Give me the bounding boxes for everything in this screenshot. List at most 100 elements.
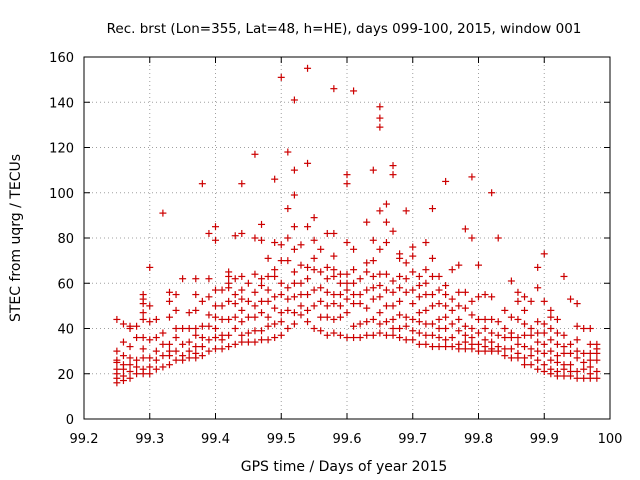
data-point (527, 325, 535, 332)
data-point (435, 300, 443, 308)
data-point (225, 279, 233, 287)
data-point (244, 338, 252, 346)
data-point (113, 356, 121, 364)
data-point (389, 277, 397, 285)
data-point (238, 229, 246, 237)
data-point (212, 223, 219, 231)
data-point (442, 325, 450, 332)
data-point (540, 320, 548, 328)
data-point (146, 302, 154, 310)
data-point (310, 254, 318, 262)
data-point (534, 338, 542, 346)
data-point (172, 291, 180, 299)
data-point (258, 282, 266, 290)
data-point (389, 325, 397, 332)
data-point (593, 356, 601, 364)
y-tick-label: 140 (49, 96, 74, 111)
data-point (560, 331, 568, 339)
data-point (494, 343, 502, 351)
data-point (225, 268, 233, 276)
data-point (330, 315, 338, 323)
data-point (205, 322, 213, 330)
data-point (297, 279, 305, 287)
data-point (409, 268, 417, 276)
data-point (573, 347, 581, 355)
y-tick-label: 0 (66, 413, 74, 428)
data-point (119, 352, 127, 360)
data-point (442, 282, 450, 290)
y-tick-label: 40 (57, 323, 74, 338)
data-point (547, 356, 555, 364)
data-point (567, 340, 575, 348)
x-tick-label: 99.6 (333, 432, 362, 447)
data-point (501, 306, 509, 314)
data-point (435, 325, 443, 332)
x-tick-label: 99.7 (398, 432, 427, 447)
data-point (212, 334, 219, 342)
data-point (350, 300, 358, 308)
data-point (580, 349, 588, 357)
data-point (494, 234, 502, 242)
data-point (251, 270, 259, 278)
data-point (369, 272, 377, 280)
data-point (238, 180, 246, 188)
data-point (317, 284, 325, 292)
data-point (461, 322, 469, 330)
y-tick-label: 160 (49, 51, 74, 66)
data-point (435, 343, 443, 351)
data-point (290, 293, 298, 301)
data-point (264, 322, 272, 330)
data-point (258, 275, 266, 283)
data-point (310, 266, 318, 274)
data-point (534, 263, 542, 271)
data-point (336, 279, 344, 287)
data-point (126, 374, 134, 382)
data-point (126, 343, 134, 351)
y-tick-label: 60 (57, 277, 74, 292)
data-point (172, 356, 180, 364)
data-point (133, 322, 141, 330)
data-point (382, 331, 390, 339)
data-point (317, 245, 325, 253)
data-point (271, 334, 279, 342)
data-point (290, 279, 298, 287)
data-point (146, 354, 154, 362)
data-point (448, 343, 456, 351)
data-point (382, 200, 390, 208)
data-point (218, 345, 226, 353)
data-point (271, 175, 279, 183)
data-point (271, 320, 279, 328)
data-point (442, 302, 450, 310)
data-point (238, 318, 246, 326)
data-point (435, 272, 443, 280)
data-point (323, 313, 331, 321)
data-point (290, 223, 298, 231)
data-point (205, 336, 213, 344)
data-point (376, 329, 384, 337)
data-point (350, 87, 358, 95)
data-point (376, 293, 384, 301)
data-point (580, 374, 588, 382)
data-point (231, 340, 239, 348)
data-point (488, 345, 496, 353)
data-point (396, 325, 404, 332)
data-point (258, 336, 266, 344)
data-point (389, 331, 397, 339)
data-point (488, 315, 496, 323)
chart-title: Rec. brst (Lon=355, Lat=48, h=HE), days … (107, 21, 582, 37)
data-point (330, 85, 338, 93)
data-point (304, 223, 312, 231)
data-point (244, 279, 252, 287)
data-point (455, 288, 463, 296)
data-point (481, 325, 489, 332)
data-point (415, 282, 423, 290)
data-point (382, 218, 390, 226)
data-point (369, 295, 377, 303)
data-point (461, 304, 469, 312)
data-point (553, 352, 561, 360)
data-point (382, 318, 390, 326)
data-point (330, 229, 338, 237)
data-point (382, 239, 390, 247)
x-tick-label: 99.5 (267, 432, 296, 447)
data-point (310, 214, 318, 222)
